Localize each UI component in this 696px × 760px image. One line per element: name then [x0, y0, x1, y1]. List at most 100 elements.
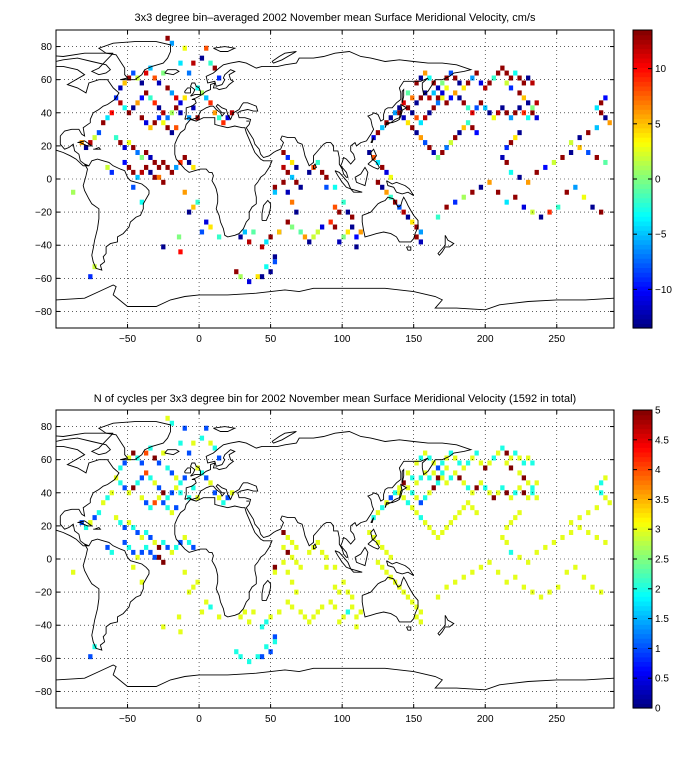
colorbar-segment [633, 512, 652, 518]
data-cell [182, 154, 187, 160]
data-cell [307, 169, 312, 175]
data-cell [208, 60, 213, 66]
data-cell [216, 455, 222, 461]
data-cell [474, 130, 479, 136]
data-cell [495, 70, 501, 76]
colorbar-segment [633, 323, 652, 329]
data-cell [156, 460, 162, 466]
data-cell [186, 589, 192, 595]
colorbar-segment [633, 563, 652, 569]
data-cell [332, 224, 338, 230]
coastline [361, 576, 419, 623]
data-cell [530, 460, 535, 466]
data-cell [564, 569, 569, 575]
data-cell [139, 475, 144, 481]
data-cell [156, 554, 162, 560]
y-tick-label: 80 [41, 422, 53, 433]
colorbar-segment [633, 484, 652, 490]
data-cell [517, 455, 522, 461]
data-cell [307, 239, 312, 245]
coastline [56, 65, 120, 167]
colorbar-segment [633, 535, 652, 541]
data-cell [88, 654, 93, 660]
data-cell [92, 135, 97, 141]
colorbar-segment [633, 169, 652, 175]
data-cell [422, 520, 428, 526]
data-cell [264, 264, 269, 270]
data-cell [418, 120, 423, 126]
data-cell [345, 609, 351, 615]
data-cell [281, 530, 286, 535]
y-tick-label: −60 [35, 654, 52, 665]
data-cell [500, 154, 505, 160]
colorbar-segment [633, 507, 652, 514]
data-cell [212, 65, 217, 71]
data-cell [453, 135, 458, 141]
data-cell [444, 584, 449, 590]
data-cell [268, 234, 273, 240]
data-cell [152, 100, 157, 106]
data-cell [148, 95, 153, 101]
data-cell [208, 604, 213, 610]
colorbar-tick-label: −10 [655, 285, 672, 296]
data-cell [143, 450, 149, 456]
data-cell [204, 475, 209, 481]
data-cell [161, 490, 166, 496]
data-cell [118, 100, 123, 106]
data-cell [156, 495, 162, 501]
data-cell [156, 105, 162, 111]
colorbar-segment [633, 62, 652, 68]
data-cell [118, 520, 123, 526]
data-cell [337, 239, 342, 245]
data-cell [341, 234, 346, 240]
data-cell [556, 584, 561, 590]
data-cell [431, 150, 436, 155]
data-cell [538, 594, 544, 600]
colorbar-segment [633, 276, 652, 283]
colorbar-tick-label: 10 [655, 64, 667, 75]
data-cell [285, 569, 290, 575]
data-cell [427, 75, 432, 81]
colorbar-segment [633, 521, 652, 528]
data-cell [504, 80, 509, 86]
data-cell [195, 579, 200, 585]
data-cell [341, 579, 346, 585]
data-cell [204, 425, 209, 431]
x-tick-label: 250 [548, 334, 565, 345]
data-cell [474, 70, 479, 76]
data-cell [135, 554, 140, 560]
data-cell [165, 35, 170, 41]
data-cell [560, 154, 565, 160]
data-cell [289, 604, 295, 610]
data-cell [453, 515, 458, 521]
data-cell [495, 569, 501, 575]
data-cell [152, 159, 157, 165]
coastline [82, 538, 150, 651]
data-cell [517, 174, 522, 180]
data-cell [199, 609, 205, 615]
colorbar-segment [633, 216, 652, 222]
y-tick-label: −80 [35, 687, 52, 698]
data-cell [453, 579, 458, 585]
data-cell [461, 100, 466, 106]
data-cell [169, 470, 175, 476]
colorbar-segment [633, 554, 652, 560]
data-cell [176, 614, 182, 620]
x-tick-label: −50 [119, 334, 136, 345]
data-cell [268, 269, 273, 275]
data-cell [135, 174, 140, 180]
data-cell [148, 125, 153, 131]
data-cell [444, 85, 449, 91]
data-cell [122, 460, 127, 466]
chart-panel-velocity: 3x3 degree bin–averaged 2002 November me… [35, 12, 672, 345]
y-tick-label: 60 [41, 455, 53, 466]
colorbar-segment [633, 151, 652, 157]
data-cell [165, 415, 170, 421]
coastline [384, 483, 408, 508]
coastline [437, 235, 455, 256]
data-cell [229, 110, 235, 116]
data-cell [178, 159, 183, 165]
data-cell [586, 530, 591, 535]
data-cell [139, 115, 144, 121]
data-cell [586, 510, 591, 516]
